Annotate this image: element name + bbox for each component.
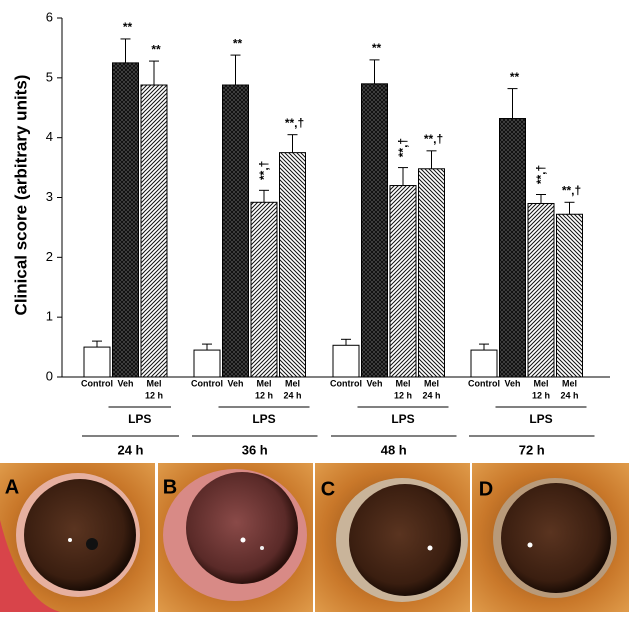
x-tick-label: Control [330,378,362,388]
x-tick-label: Mel [562,378,577,388]
significance-label: **,† [562,183,581,197]
bar [389,185,417,378]
bar [83,346,111,378]
y-tick-label: 3 [46,189,53,204]
group-label: 72 h [519,442,545,457]
significance-label: ** [233,36,243,50]
y-tick-label: 6 [46,9,53,24]
y-tick-label: 1 [46,309,53,324]
significance-label: **,† [257,161,271,180]
x-tick-label: 12 h [145,390,163,400]
panel-label: A [5,476,19,498]
bar [279,152,306,378]
x-tick-label: 24 h [283,390,301,400]
y-tick-label: 4 [46,129,53,144]
bar [222,84,249,378]
x-tick-label: Veh [366,378,382,388]
significance-label: ** [151,42,161,56]
significance-label: **,† [285,116,304,130]
panel-label: B [163,476,177,498]
x-tick-label: Control [468,378,500,388]
x-tick-label: 12 h [394,390,412,400]
x-tick-label: 12 h [255,390,273,400]
photo [158,463,313,612]
significance-label: ** [123,20,133,34]
y-axis-label: Clinical score (arbitrary units) [11,75,30,316]
y-tick-label: 2 [46,249,53,264]
significance-label: ** [510,70,520,84]
x-tick-label: Mel [146,378,161,388]
group-label: 36 h [242,442,268,457]
panel-label: C [321,478,335,500]
bar [112,62,139,378]
bar [361,83,388,378]
x-tick-label: Mel [256,378,271,388]
photo [0,463,155,612]
significance-label: **,† [424,132,443,146]
bar [470,349,498,378]
bar [332,344,360,378]
x-tick-label: Control [81,378,113,388]
x-tick-label: 24 h [422,390,440,400]
panel-label: D [479,478,493,500]
photo [472,463,629,612]
bar [193,349,221,378]
x-tick-label: Mel [424,378,439,388]
group-label: 24 h [117,442,143,457]
photo-strip: A B C D [0,463,629,612]
lps-label: LPS [252,412,275,426]
bar [527,202,555,378]
bar [250,201,278,378]
significance-label: **,† [396,138,410,157]
x-tick-label: 24 h [560,390,578,400]
lps-label: LPS [529,412,552,426]
x-tick-label: Mel [395,378,410,388]
x-tick-label: 12 h [532,390,550,400]
photo [315,463,470,612]
group-label: 48 h [381,442,407,457]
bar [140,84,168,378]
lps-label: LPS [128,412,151,426]
bar [499,118,526,378]
significance-label: ** [372,41,382,55]
bar [418,168,445,378]
x-tick-label: Mel [533,378,548,388]
bar [556,213,583,378]
significance-label: **,† [534,165,548,184]
x-tick-label: Mel [285,378,300,388]
x-tick-label: Control [191,378,223,388]
x-tick-label: Veh [227,378,243,388]
x-tick-label: Veh [504,378,520,388]
x-tick-label: Veh [117,378,133,388]
y-tick-label: 0 [46,368,53,383]
y-tick-label: 5 [46,69,53,84]
lps-label: LPS [391,412,414,426]
